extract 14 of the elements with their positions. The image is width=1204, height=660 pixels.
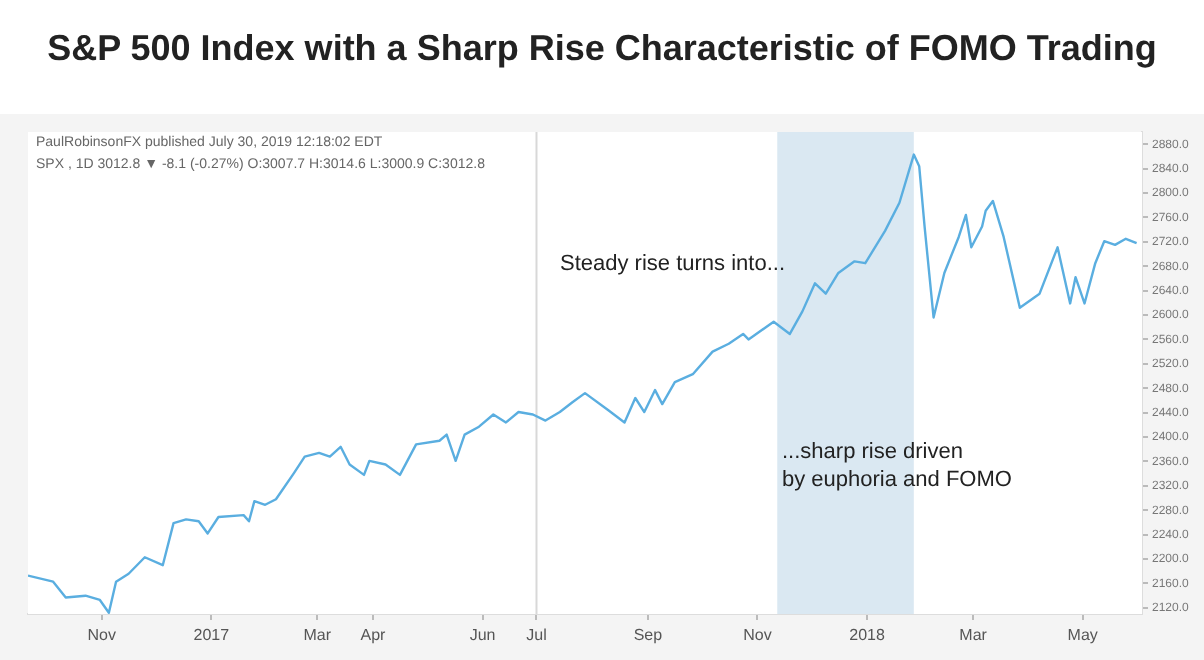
x-tick-label: Mar [959,626,988,645]
x-tick-label: Mar [303,626,332,645]
x-tick-label: Jun [469,626,496,645]
annotation: Steady rise turns into... [560,252,785,277]
x-tick-label: Nov [743,626,772,645]
x-tick-label: 2018 [849,626,886,645]
x-tick-label: Jul [526,626,548,645]
annotation: ...sharp rise driven by euphoria and FOMO [782,440,1013,493]
x-tick-label: Apr [360,626,387,645]
x-tick-label: Sep [633,626,664,645]
chart-title: S&P 500 Index with a Sharp Rise Characteristic of FOMO Trading [45,28,1159,70]
x-tick-label: 2017 [193,626,231,645]
x-tick-label: Nov [87,626,116,645]
x-tick-label: May [1067,626,1098,645]
